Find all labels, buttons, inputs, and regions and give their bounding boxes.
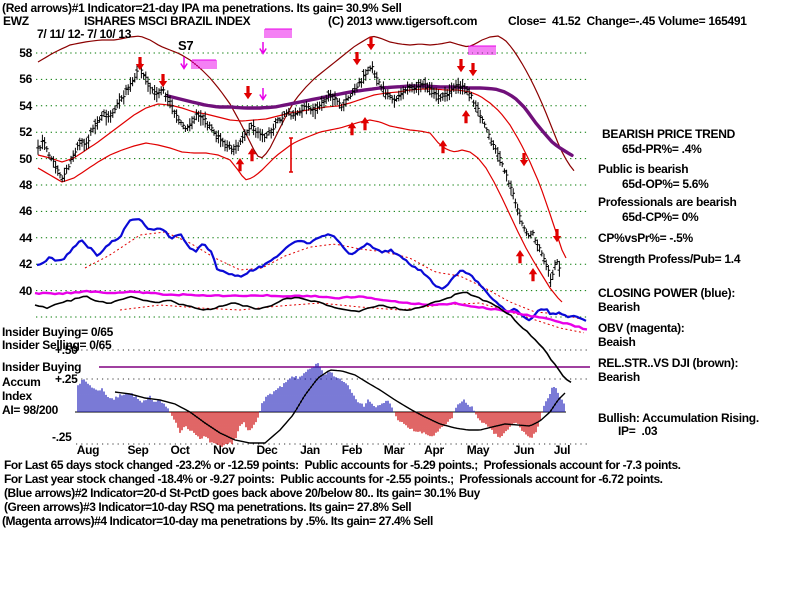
price-bars [36,61,562,287]
y-axis-tick: 48 [19,178,32,192]
y-axis-tick: 52 [19,125,32,139]
x-axis-month: Jan [300,443,320,457]
accumulation-histogram [77,363,565,447]
signal-marks-magenta [180,28,496,101]
lower-band-line [37,119,563,303]
y-axis-tick: 50 [19,152,32,166]
ticker-symbol: EWZ [3,14,29,28]
quote-summary: Close= 41.52 Change=-.45 Volume= 165491 [508,14,747,28]
footer-indicator3: (Green arrows)#3 Indicator=10-day RSQ ma… [4,500,412,514]
rel-str-title: REL.STR..VS DJI (brown): [598,356,739,370]
x-axis-month: Nov [213,443,235,457]
ip-value: IP= .03 [618,424,658,438]
rel-str-status: Bearish [598,370,640,384]
footer-change-65d: For Last 65 days stock changed -23.2% or… [4,458,681,472]
x-axis-month: Aug [76,443,100,457]
ma65-line [166,84,574,157]
accum-note: Bullish: Accumulation Rising. [598,411,759,425]
footer-change-year: For Last year stock changed -18.4% or -9… [4,472,663,486]
x-axis-month: Jun [513,443,535,457]
obv-title: OBV (magenta): [598,321,685,335]
y-axis-tick: 44 [19,231,32,245]
x-axis-month: May [466,443,490,457]
cp-vs-pr: CP%vsPr%= -.5% [598,231,693,245]
minus25-label: -.25 [52,430,72,444]
y-axis-tick: 40 [19,284,32,298]
relative-strength-line [34,291,572,383]
insider-buying-count: Insider Buying= 0/65 [2,325,114,339]
x-axis-month: Sep [127,443,149,457]
y-axis-tick: 56 [19,72,32,86]
accum-label: Accum [2,375,41,389]
obv-status: Beaish [598,335,636,349]
copyright-text: (C) 2013 www.tigersoft.com [328,14,478,28]
strength-ratio: Strength Profess/Pub= 1.4 [598,252,741,266]
closing-power-status: Bearish [598,300,640,314]
accumulation-ma-line [114,369,566,444]
closing-power-title: CLOSING POWER (blue): [598,286,736,300]
pr-value: 65d-PR%= .4% [622,142,702,156]
ai-value: AI= 98/200 [2,403,59,417]
x-axis-month: Dec [256,443,278,457]
x-axis-month: Mar [383,443,405,457]
y-axis-tick: 42 [19,257,32,271]
signal-arrows-red [135,37,562,282]
y-axis-tick: 54 [19,99,32,113]
x-axis-month: Jul [553,443,571,457]
x-axis-month: Apr [424,443,444,457]
plus50-label: +.50 [55,343,78,357]
x-axis-month: Oct [170,443,190,457]
op-value: 65d-OP%= 5.6% [622,177,709,191]
professionals-status: Professionals are bearish [598,195,737,209]
closing-power-line [36,218,587,322]
rs-ma-dotted-line [119,302,585,334]
x-axis-month: Feb [341,443,363,457]
plus25-label: +.25 [55,372,78,386]
y-axis-tick: 46 [19,204,32,218]
indicator1-caption: (Red arrows)#1 Indicator=21-day IPA ma p… [2,1,402,15]
page-title: ISHARES MSCI BRAZIL INDEX [84,14,251,28]
cp-ma-dotted-line [84,231,586,321]
s7-annotation: S7 [178,38,194,53]
red-tick-mark [289,137,293,173]
public-status: Public is bearish [598,162,689,176]
y-axis-tick: 58 [19,46,32,60]
insider-buying-label: Insider Buying [2,360,82,374]
footer-indicator2: (Blue arrows)#2 Indicator=20-d St-PctD g… [4,486,480,500]
insider-selling-count: Insider Selling= 0/65 [2,338,112,352]
cp-value: 65d-CP%= 0% [622,210,699,224]
upper-band-line [37,35,575,172]
date-range: 7/ 11/ 12- 7/ 10/ 13 [37,27,132,41]
index-label: Index [2,389,32,403]
obv-line [34,289,588,331]
footer-indicator4: (Magenta arrows)#4 Indicator=10-day ma p… [2,514,433,528]
trend-title: BEARISH PRICE TREND [602,127,735,141]
